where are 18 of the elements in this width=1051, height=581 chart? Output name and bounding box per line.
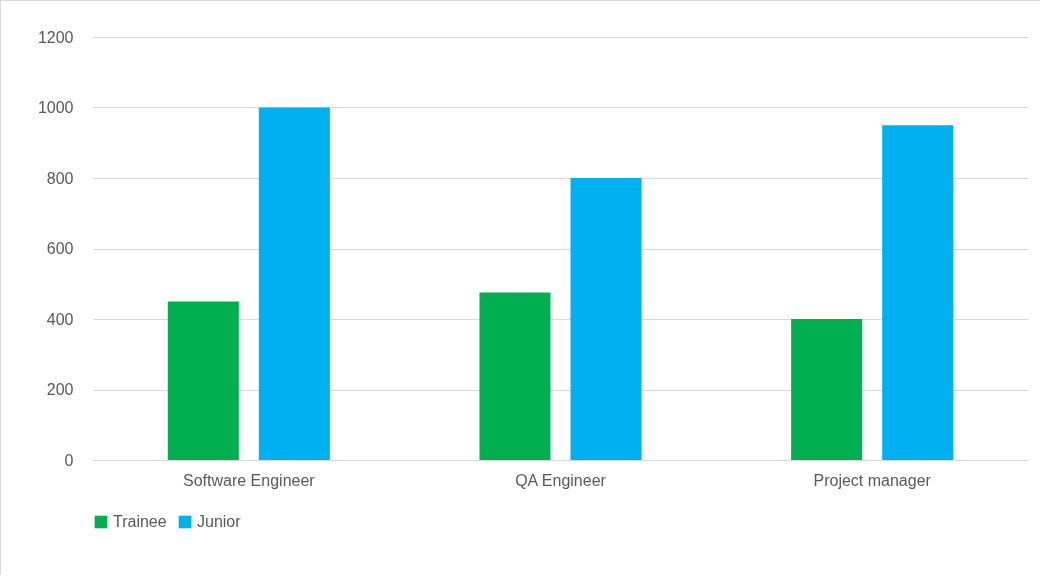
bar	[167, 301, 239, 460]
x-tick-label: Project manager	[813, 471, 932, 489]
y-tick-label: 1000	[37, 99, 74, 116]
x-tick-label: Software Engineer	[183, 471, 316, 489]
bar	[479, 292, 551, 460]
x-tick-label: QA Engineer	[515, 471, 607, 489]
y-tick-label: 400	[46, 310, 74, 328]
y-tick-label: 200	[46, 381, 74, 398]
legend-label: Junior	[197, 513, 242, 530]
y-tick-label: 1200	[37, 28, 74, 46]
bar	[570, 178, 642, 460]
legend-label: Trainee	[113, 513, 167, 530]
bar	[882, 125, 954, 460]
y-tick-label: 800	[46, 169, 74, 187]
bar	[258, 107, 330, 460]
bar	[791, 319, 863, 460]
y-tick-label: 0	[64, 451, 74, 469]
y-tick-label: 600	[46, 240, 74, 257]
